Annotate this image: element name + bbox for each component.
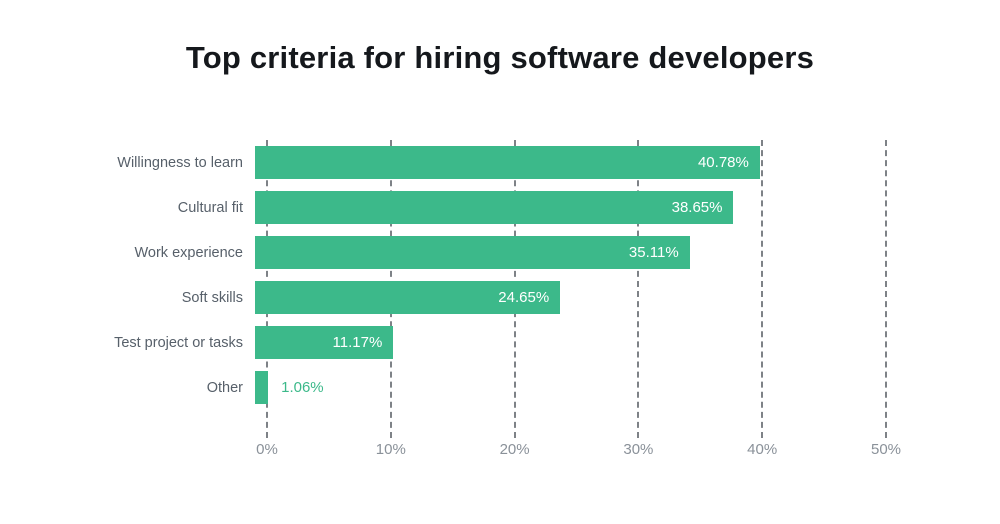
bar-track: 38.65% <box>255 191 874 224</box>
value-label: 40.78% <box>697 154 749 171</box>
x-tick-label: 20% <box>499 441 530 458</box>
bar: 35.11% <box>255 236 690 269</box>
value-label: 11.17% <box>332 334 383 351</box>
bar: 38.65% <box>255 191 734 224</box>
value-label: 24.65% <box>498 289 550 306</box>
x-axis: 0% 10% 20% 30% 40% 50% <box>256 441 901 463</box>
bar-track: 11.17% <box>255 326 874 359</box>
value-label: 38.65% <box>671 199 723 216</box>
category-label: Cultural fit <box>177 199 243 216</box>
chart-title: Top criteria for hiring software develop… <box>185 40 815 75</box>
bar-row: Test project or tasks 11.17% <box>20 320 1000 365</box>
bar-rows: Willingness to learn 40.78% Cultural fit 38… <box>20 140 1000 410</box>
value-label: 1.06% <box>281 379 324 396</box>
bar-row: Other 1.06% <box>20 365 1000 410</box>
x-tick-label: 0% <box>256 441 278 458</box>
bar: 40.78% <box>255 146 760 179</box>
category-label: Willingness to learn <box>117 154 243 171</box>
bar-row: Cultural fit 38.65% <box>20 185 1000 230</box>
category-label: Work experience <box>134 244 243 261</box>
bar-track: 35.11% <box>255 236 874 269</box>
bar-chart: Willingness to learn 40.78% Cultural fit 38… <box>20 140 1000 463</box>
category-label: Test project or tasks <box>114 334 243 351</box>
bar-track: 1.06% <box>255 371 874 404</box>
bar: 1.06% <box>255 371 324 404</box>
category-label: Soft skills <box>181 289 243 306</box>
bar: 24.65% <box>255 281 561 314</box>
x-tick-label: 40% <box>747 441 778 458</box>
bar-track: 40.78% <box>255 146 874 179</box>
bar: 11.17% <box>255 326 394 359</box>
value-label: 35.11% <box>628 244 679 261</box>
bar-track: 24.65% <box>255 281 874 314</box>
x-tick-label: 10% <box>375 441 406 458</box>
bar-row: Soft skills 24.65% <box>20 275 1000 320</box>
x-tick-label: 30% <box>623 441 654 458</box>
bar-row: Work experience 35.11% <box>20 230 1000 275</box>
bar-row: Willingness to learn 40.78% <box>20 140 1000 185</box>
category-label: Other <box>206 379 243 396</box>
x-tick-label: 50% <box>870 441 902 458</box>
chart-card: Top criteria for hiring software develop… <box>0 40 1000 524</box>
